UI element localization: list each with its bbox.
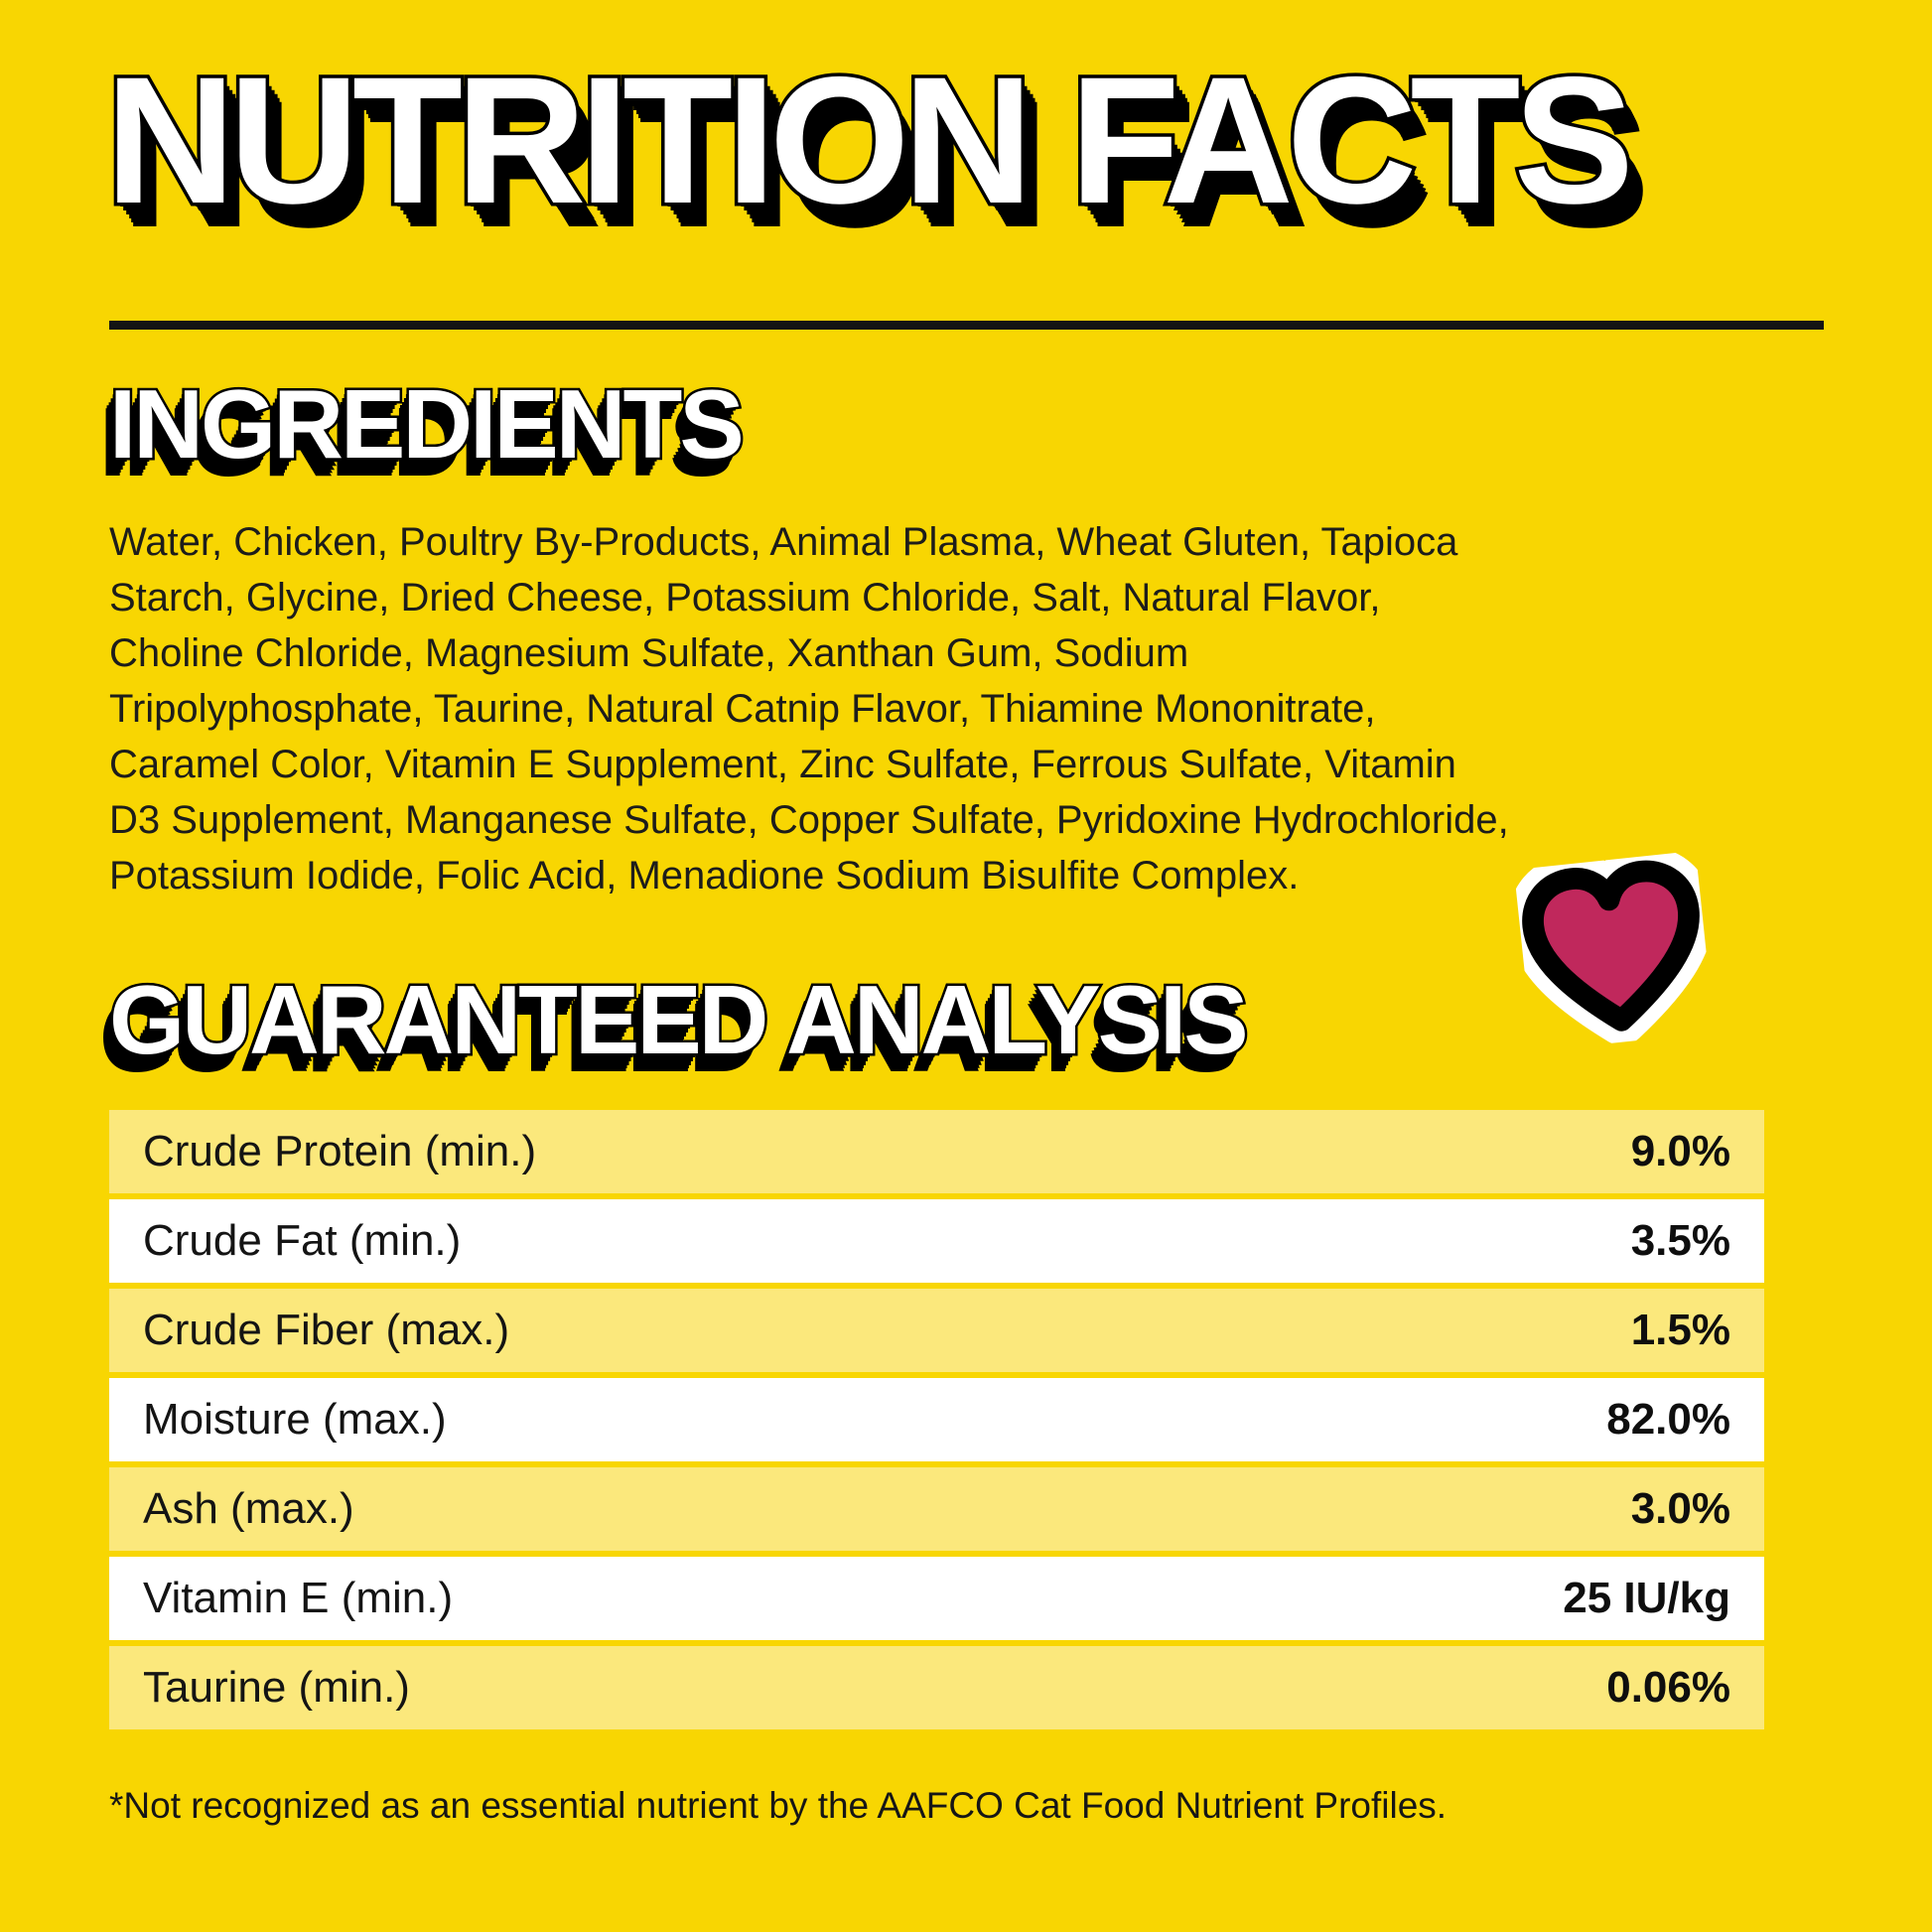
footnote-text: *Not recognized as an essential nutrient…	[109, 1785, 1448, 1826]
row-value: 3.5%	[1630, 1216, 1730, 1265]
table-row: Moisture (max.) 82.0%	[109, 1378, 1764, 1461]
table-row: Vitamin E (min.) 25 IU/kg	[109, 1557, 1764, 1640]
row-value: 9.0%	[1630, 1127, 1730, 1175]
heart-icon	[1508, 846, 1715, 1051]
row-label: Crude Fiber (max.)	[143, 1306, 510, 1354]
analysis-heading: GUARANTEED ANALYSIS	[107, 965, 1252, 1074]
table-row: Crude Fat (min.) 3.5%	[109, 1199, 1764, 1283]
row-value: 82.0%	[1606, 1395, 1730, 1444]
row-value: 0.06%	[1606, 1663, 1730, 1712]
page-title: NUTRITION FACTS	[102, 39, 1638, 241]
table-row: Crude Protein (min.) 9.0%	[109, 1110, 1764, 1193]
row-value: 3.0%	[1630, 1484, 1730, 1533]
row-value: 1.5%	[1630, 1306, 1730, 1354]
ingredients-heading: INGREDIENTS	[107, 369, 748, 479]
row-label: Crude Protein (min.)	[143, 1127, 537, 1175]
table-row: Ash (max.) 3.0%	[109, 1467, 1764, 1551]
row-label: Taurine (min.)	[143, 1663, 410, 1712]
ingredients-text: Water, Chicken, Poultry By-Products, Ani…	[109, 520, 1509, 897]
title-divider	[109, 321, 1824, 330]
row-label: Crude Fat (min.)	[143, 1216, 462, 1265]
table-row: Crude Fiber (max.) 1.5%	[109, 1289, 1764, 1372]
row-label: Vitamin E (min.)	[143, 1574, 454, 1622]
row-label: Ash (max.)	[143, 1484, 354, 1533]
analysis-table: Crude Protein (min.) 9.0% Crude Fat (min…	[109, 1110, 1764, 1735]
table-row: Taurine (min.) 0.06%	[109, 1646, 1764, 1729]
row-label: Moisture (max.)	[143, 1395, 447, 1444]
row-value: 25 IU/kg	[1563, 1574, 1730, 1622]
